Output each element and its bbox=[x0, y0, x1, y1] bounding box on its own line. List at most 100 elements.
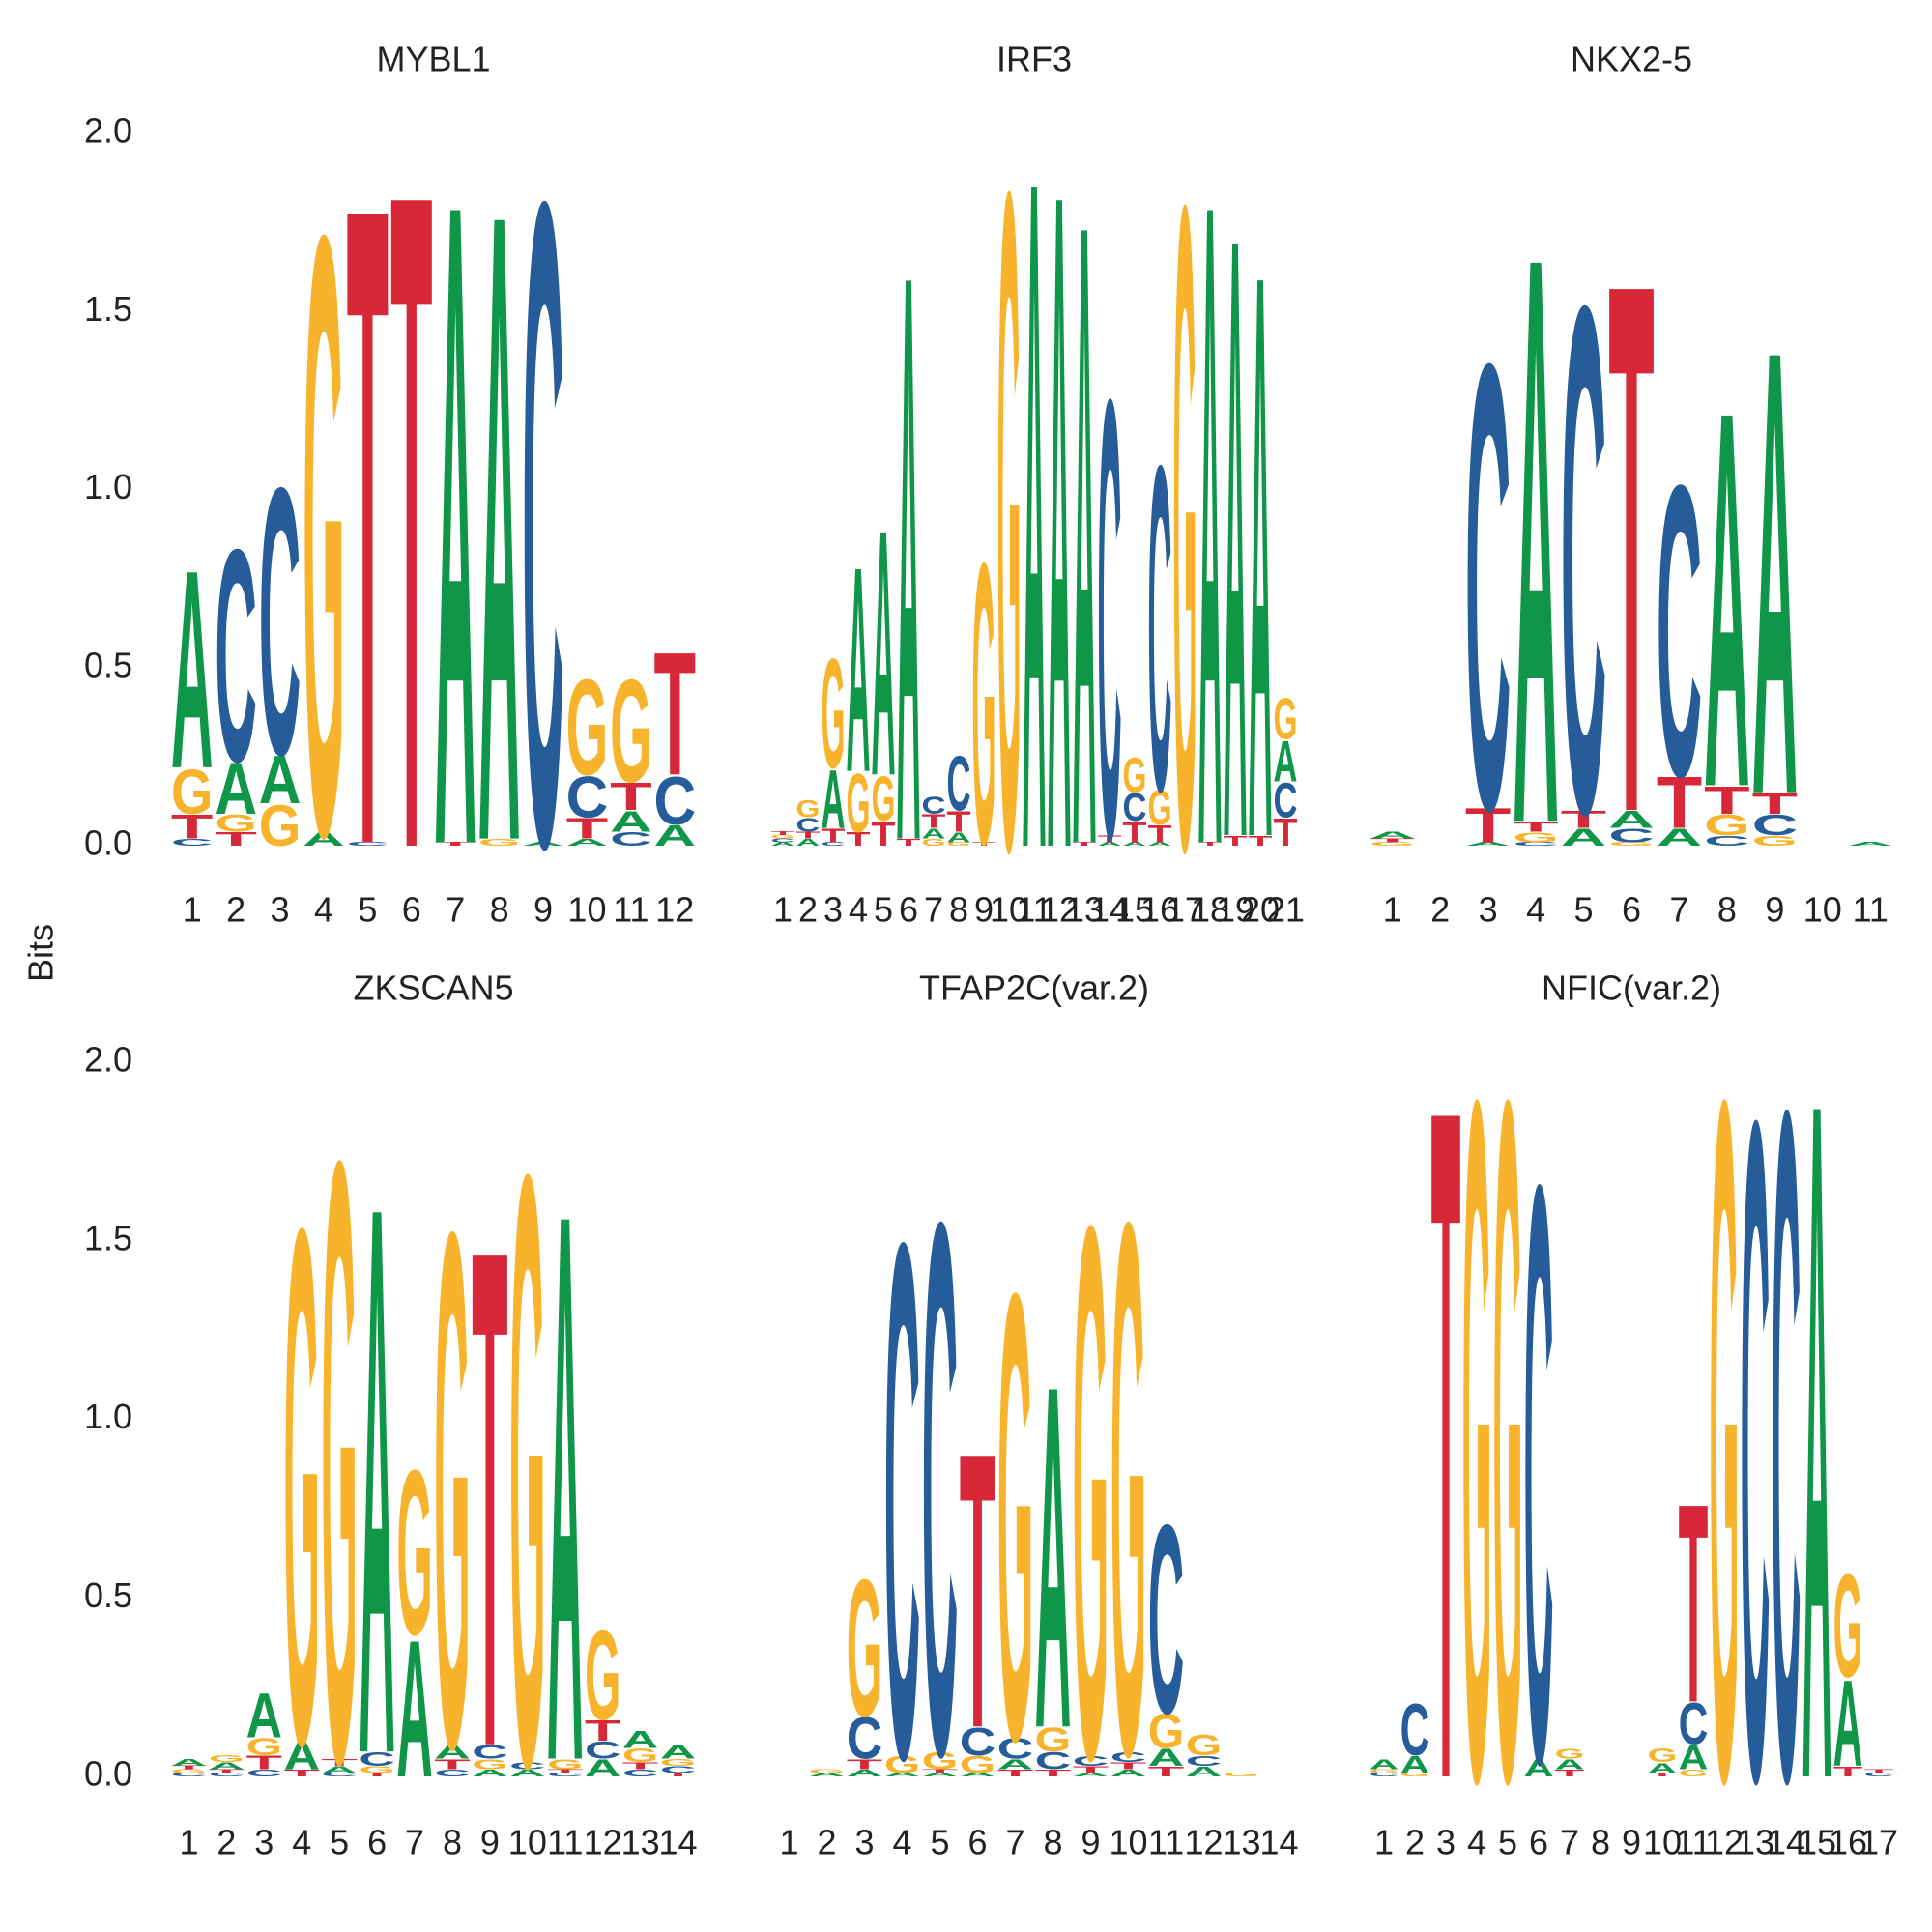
x-tick-label: 14 bbox=[1090, 890, 1129, 930]
letter: A bbox=[1648, 1760, 1678, 1776]
letter: G bbox=[622, 1745, 658, 1766]
letter: G bbox=[809, 1769, 845, 1774]
panel-title: IRF3 bbox=[996, 40, 1072, 79]
letter: A bbox=[259, 742, 302, 818]
letter: C bbox=[1123, 786, 1147, 829]
letter: G bbox=[1148, 780, 1172, 835]
letter: C bbox=[1370, 1772, 1399, 1777]
letter: G bbox=[209, 1753, 245, 1764]
letter: A bbox=[897, 104, 921, 1011]
x-tick-label: 5 bbox=[330, 1823, 349, 1862]
x-tick-label: 3 bbox=[1479, 890, 1498, 930]
letter: T bbox=[1098, 833, 1122, 844]
letter: C bbox=[1098, 271, 1122, 969]
letter: A bbox=[1023, 0, 1047, 1050]
x-tick-label: 13 bbox=[1736, 1823, 1774, 1862]
letter: T bbox=[390, 0, 433, 1046]
x-tick-label: 12 bbox=[1040, 890, 1079, 930]
letter: C bbox=[1772, 911, 1802, 1932]
letter: A bbox=[1802, 899, 1832, 1932]
letter: A bbox=[1123, 842, 1147, 848]
letter: C bbox=[922, 1064, 958, 1913]
letter: C bbox=[1073, 1752, 1109, 1769]
letter: C bbox=[622, 1768, 658, 1778]
letter: A bbox=[1370, 1756, 1399, 1773]
letter: A bbox=[922, 1772, 958, 1777]
letter: C bbox=[1679, 1691, 1709, 1757]
letter: C bbox=[434, 1768, 470, 1778]
x-tick-label: 6 bbox=[899, 890, 918, 930]
x-tick-label: 11 bbox=[613, 890, 649, 930]
letter: A bbox=[303, 828, 345, 850]
x-tick-label: 6 bbox=[1622, 890, 1641, 930]
letter: A bbox=[610, 805, 652, 838]
panel: NFIC(var.2)1TCGA2TGAC3ACGT4ACTG5ACTG6GTA… bbox=[1370, 899, 1898, 1932]
panel-title: ZKSCAN5 bbox=[353, 968, 513, 1008]
letter: C bbox=[1148, 368, 1172, 887]
y-tick-label: 0.0 bbox=[84, 823, 132, 863]
letter: C bbox=[472, 1742, 507, 1763]
letter: C bbox=[1465, 232, 1511, 941]
letter: G bbox=[771, 834, 795, 840]
letter: A bbox=[660, 1742, 696, 1763]
x-tick-label: 1 bbox=[1374, 1823, 1394, 1862]
letter: G bbox=[1493, 899, 1523, 1932]
letter: T bbox=[847, 828, 871, 850]
letter: A bbox=[1513, 86, 1558, 993]
letter: G bbox=[1370, 1769, 1399, 1774]
letter: A bbox=[509, 1768, 545, 1778]
letter: A bbox=[171, 1757, 207, 1768]
letter: T bbox=[434, 842, 476, 848]
letter: T bbox=[434, 1756, 470, 1773]
letter: C bbox=[610, 828, 652, 850]
x-tick-label: 1 bbox=[183, 890, 202, 930]
letter: T bbox=[566, 812, 609, 845]
y-tick-label: 0.5 bbox=[84, 1575, 132, 1615]
x-tick-label: 11 bbox=[1853, 890, 1889, 930]
x-tick-label: 14 bbox=[1259, 1823, 1298, 1862]
x-tick-label: 5 bbox=[930, 1823, 949, 1862]
x-tick-label: 7 bbox=[1005, 1823, 1024, 1862]
letter: A bbox=[622, 1726, 658, 1753]
letter: C bbox=[1864, 1772, 1894, 1777]
x-tick-label: 2 bbox=[226, 890, 245, 930]
letter: A bbox=[809, 1772, 845, 1777]
x-tick-label: 10 bbox=[508, 1823, 547, 1862]
letter: T bbox=[1370, 838, 1415, 844]
letter: T bbox=[1555, 1768, 1585, 1778]
panel: TFAP2C(var.2)1ACGT2CTAG3ATCG4TAGC5ATGC6A… bbox=[779, 968, 1298, 1917]
letter: C bbox=[1110, 1749, 1146, 1766]
letter: A bbox=[1148, 1744, 1184, 1771]
letter: A bbox=[1073, 38, 1097, 1031]
x-tick-label: 8 bbox=[1043, 1823, 1062, 1862]
x-tick-label: 3 bbox=[254, 1823, 274, 1862]
x-tick-label: 9 bbox=[974, 890, 994, 930]
x-tick-label: 13 bbox=[1065, 890, 1104, 930]
x-tick-label: 11 bbox=[547, 1823, 583, 1862]
letter: T bbox=[771, 830, 795, 836]
x-tick-label: 8 bbox=[443, 1823, 462, 1862]
x-tick-label: 4 bbox=[892, 1823, 911, 1862]
letter: C bbox=[1704, 832, 1749, 849]
letter: A bbox=[321, 1764, 357, 1774]
x-tick-label: 6 bbox=[402, 890, 421, 930]
letter: G bbox=[1224, 1772, 1259, 1777]
letter: T bbox=[246, 1752, 282, 1773]
letter: C bbox=[215, 487, 257, 825]
letter: A bbox=[284, 1734, 320, 1777]
x-tick-label: 6 bbox=[967, 1823, 987, 1862]
x-tick-label: 9 bbox=[1081, 1823, 1100, 1862]
x-tick-label: 2 bbox=[817, 1823, 836, 1862]
letter: C bbox=[1741, 925, 1771, 1932]
letter: T bbox=[1148, 821, 1172, 848]
letter: C bbox=[171, 837, 214, 848]
x-tick-label: 9 bbox=[1765, 890, 1784, 930]
x-tick-label: 17 bbox=[1166, 890, 1204, 930]
x-tick-label: 7 bbox=[1560, 1823, 1579, 1862]
letter: T bbox=[653, 617, 696, 813]
letter: G bbox=[547, 1756, 583, 1773]
letter: T bbox=[796, 830, 821, 841]
y-tick-label: 0.5 bbox=[84, 645, 132, 684]
panel-title: MYBL1 bbox=[376, 40, 490, 79]
